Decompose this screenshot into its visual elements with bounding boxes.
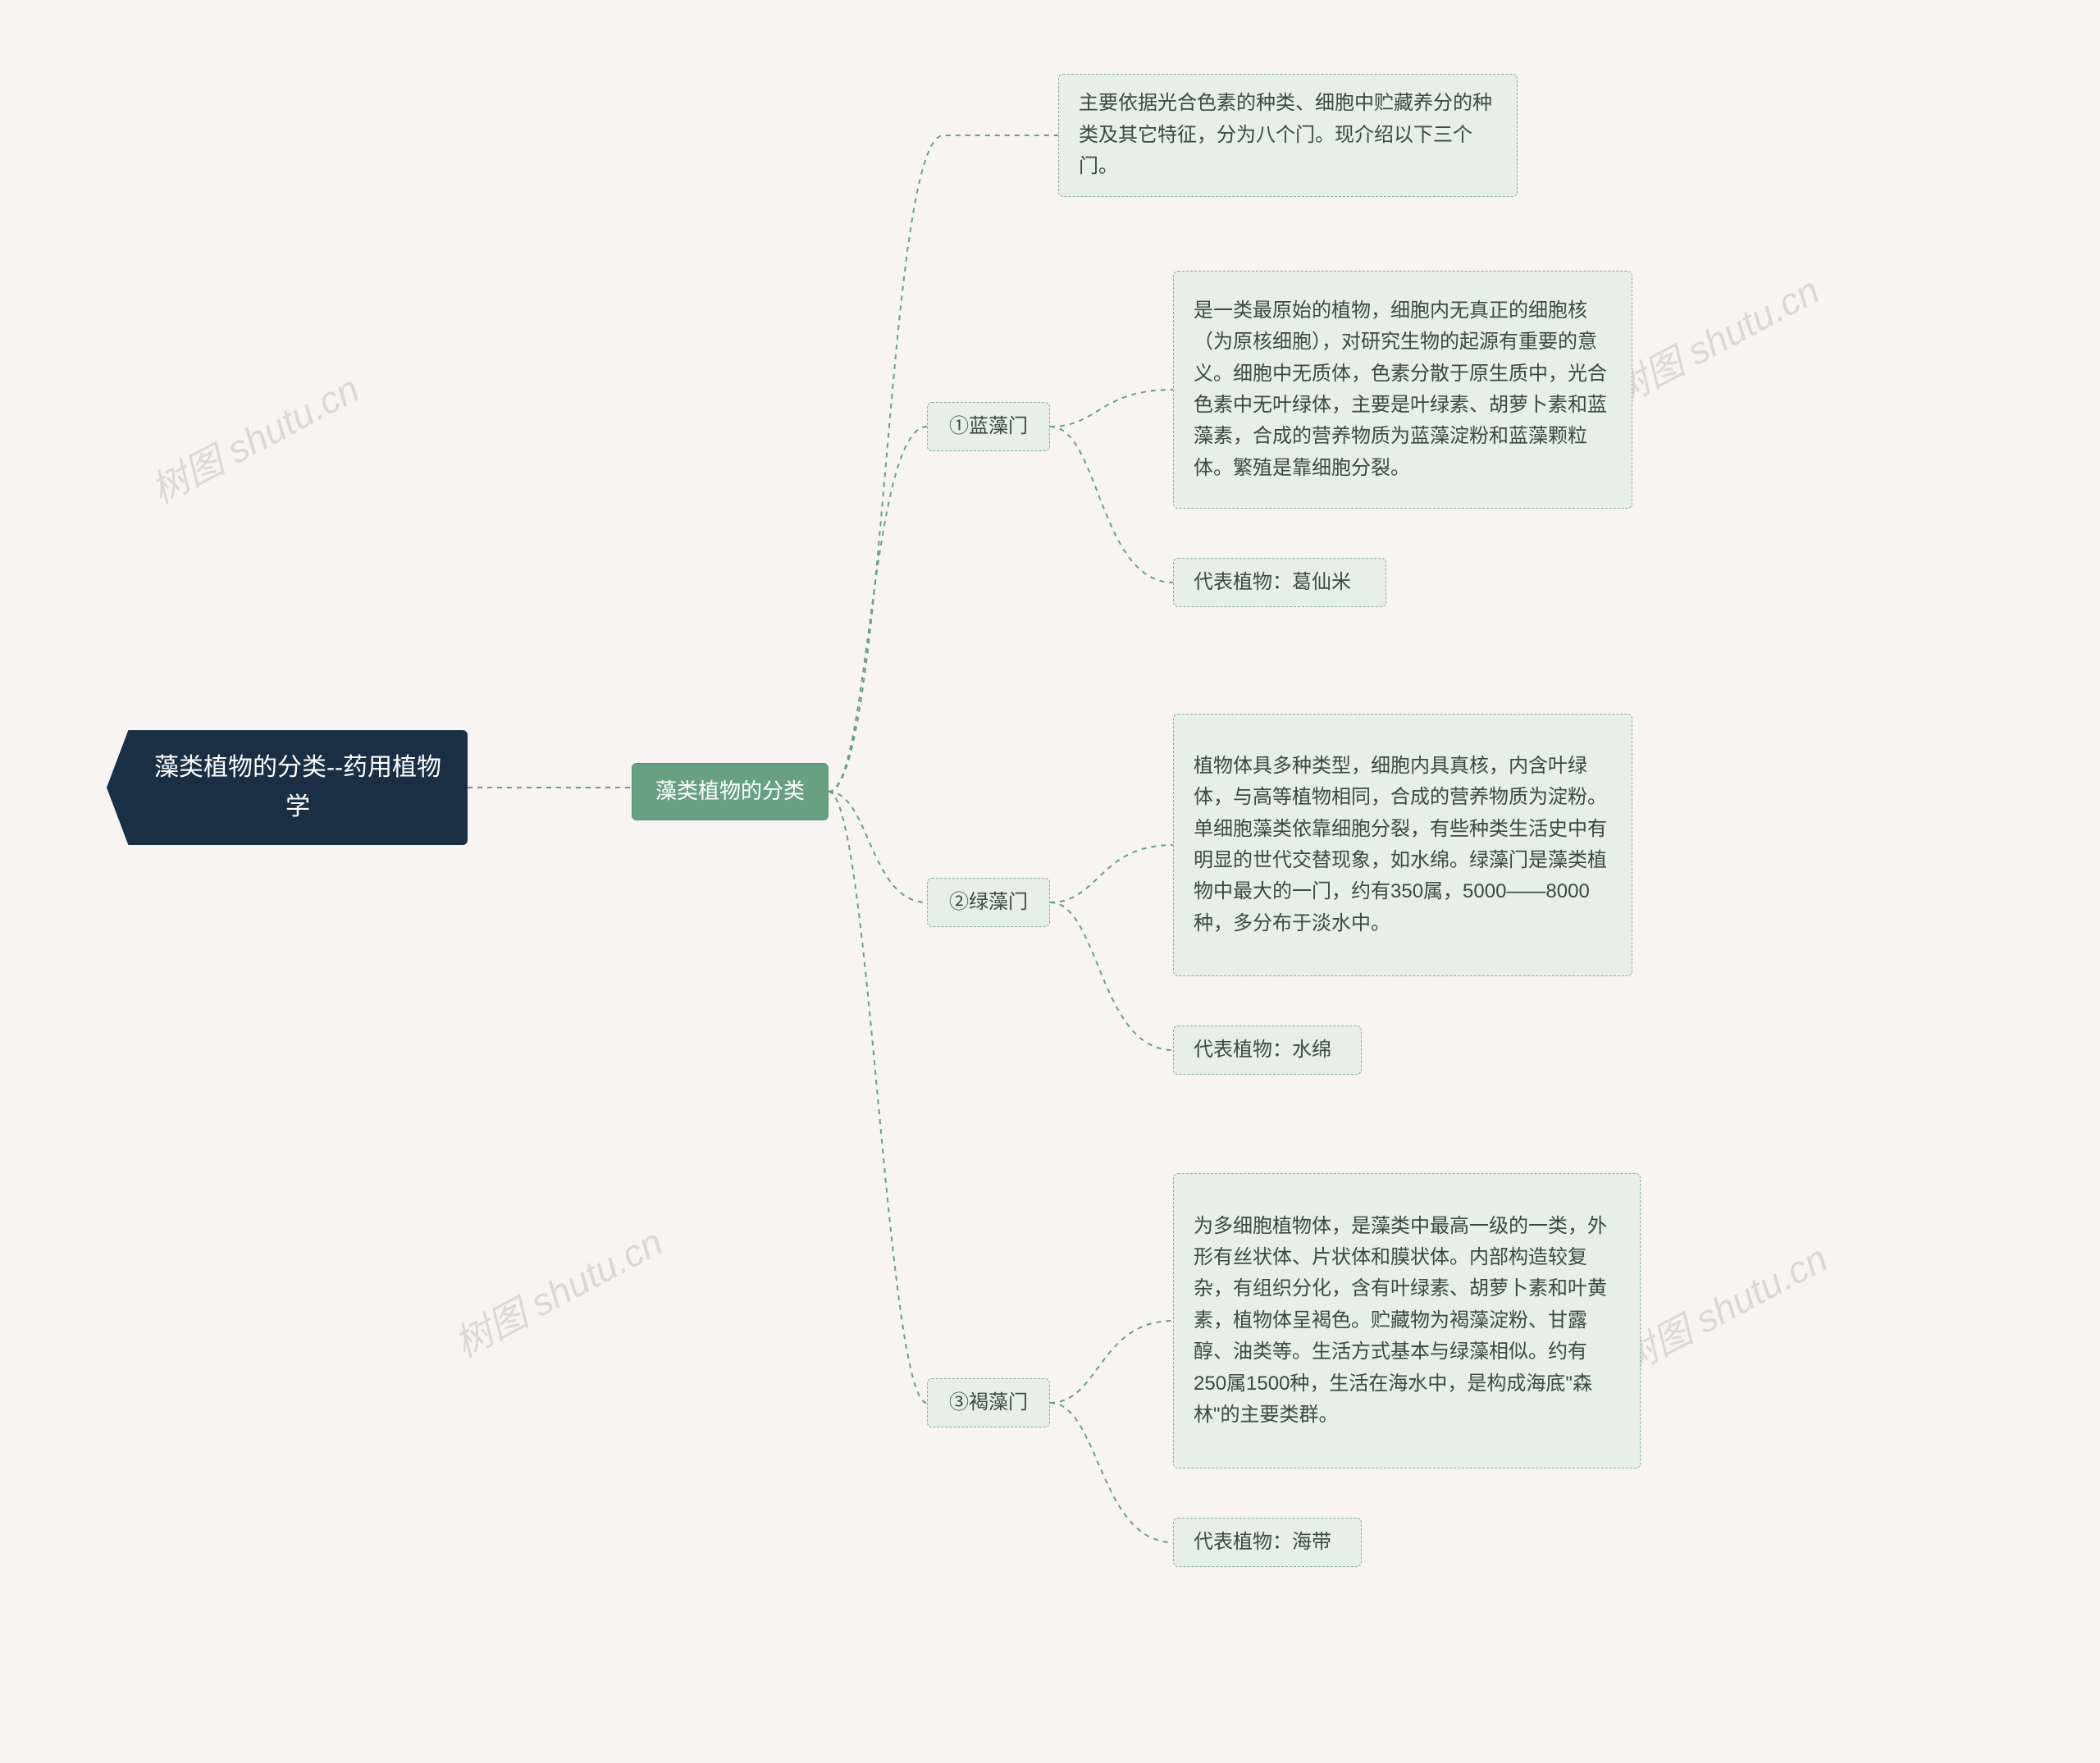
phylum-green-rep: 代表植物：水绵 xyxy=(1173,1025,1362,1075)
root-label: 藻类植物的分类--药用植物学 xyxy=(148,748,448,827)
intro-node: 主要依据光合色素的种类、细胞中贮藏养分的种类及其它特征，分为八个门。现介绍以下三… xyxy=(1058,74,1518,197)
phylum-cyan-desc-text: 是一类最原始的植物，细胞内无真正的细胞核（为原核细胞），对研究生物的起源有重要的… xyxy=(1194,295,1612,484)
phylum-brown-rep-text: 代表植物：海带 xyxy=(1194,1527,1341,1558)
phylum-green-desc: 植物体具多种类型，细胞内具真核，内含叶绿体，与高等植物相同，合成的营养物质为淀粉… xyxy=(1173,714,1632,976)
phylum-cyan-rep: 代表植物：葛仙米 xyxy=(1173,558,1386,607)
phylum-green-rep-text: 代表植物：水绵 xyxy=(1194,1035,1341,1066)
level1-node: 藻类植物的分类 xyxy=(632,763,829,820)
phylum-green-label: ②绿藻门 xyxy=(949,887,1028,918)
phylum-brown-label: ③褐藻门 xyxy=(949,1387,1028,1418)
phylum-brown-desc: 为多细胞植物体，是藻类中最高一级的一类，外形有丝状体、片状体和膜状体。内部构造较… xyxy=(1173,1173,1641,1468)
phylum-cyan-rep-text: 代表植物：葛仙米 xyxy=(1194,567,1366,598)
watermark: 树图 shutu.cn xyxy=(1609,1229,1836,1384)
level1-label: 藻类植物的分类 xyxy=(655,774,805,809)
phylum-cyan-desc: 是一类最原始的植物，细胞内无真正的细胞核（为原核细胞），对研究生物的起源有重要的… xyxy=(1173,271,1632,509)
phylum-green-desc-text: 植物体具多种类型，细胞内具真核，内含叶绿体，与高等植物相同，合成的营养物质为淀粉… xyxy=(1194,751,1612,939)
phylum-cyan-label: ①蓝藻门 xyxy=(949,411,1028,442)
root-node: 藻类植物的分类--药用植物学 xyxy=(107,730,468,845)
intro-text: 主要依据光合色素的种类、细胞中贮藏养分的种类及其它特征，分为八个门。现介绍以下三… xyxy=(1079,88,1497,182)
connector-layer xyxy=(0,0,2100,1763)
phylum-green: ②绿藻门 xyxy=(927,878,1050,927)
phylum-cyan: ①蓝藻门 xyxy=(927,402,1050,451)
watermark: 树图 shutu.cn xyxy=(444,1213,671,1368)
phylum-brown-rep: 代表植物：海带 xyxy=(1173,1518,1362,1567)
watermark: 树图 shutu.cn xyxy=(140,359,368,514)
phylum-brown: ③褐藻门 xyxy=(927,1378,1050,1427)
phylum-brown-desc-text: 为多细胞植物体，是藻类中最高一级的一类，外形有丝状体、片状体和膜状体。内部构造较… xyxy=(1194,1211,1620,1432)
watermark: 树图 shutu.cn xyxy=(1600,261,1828,416)
